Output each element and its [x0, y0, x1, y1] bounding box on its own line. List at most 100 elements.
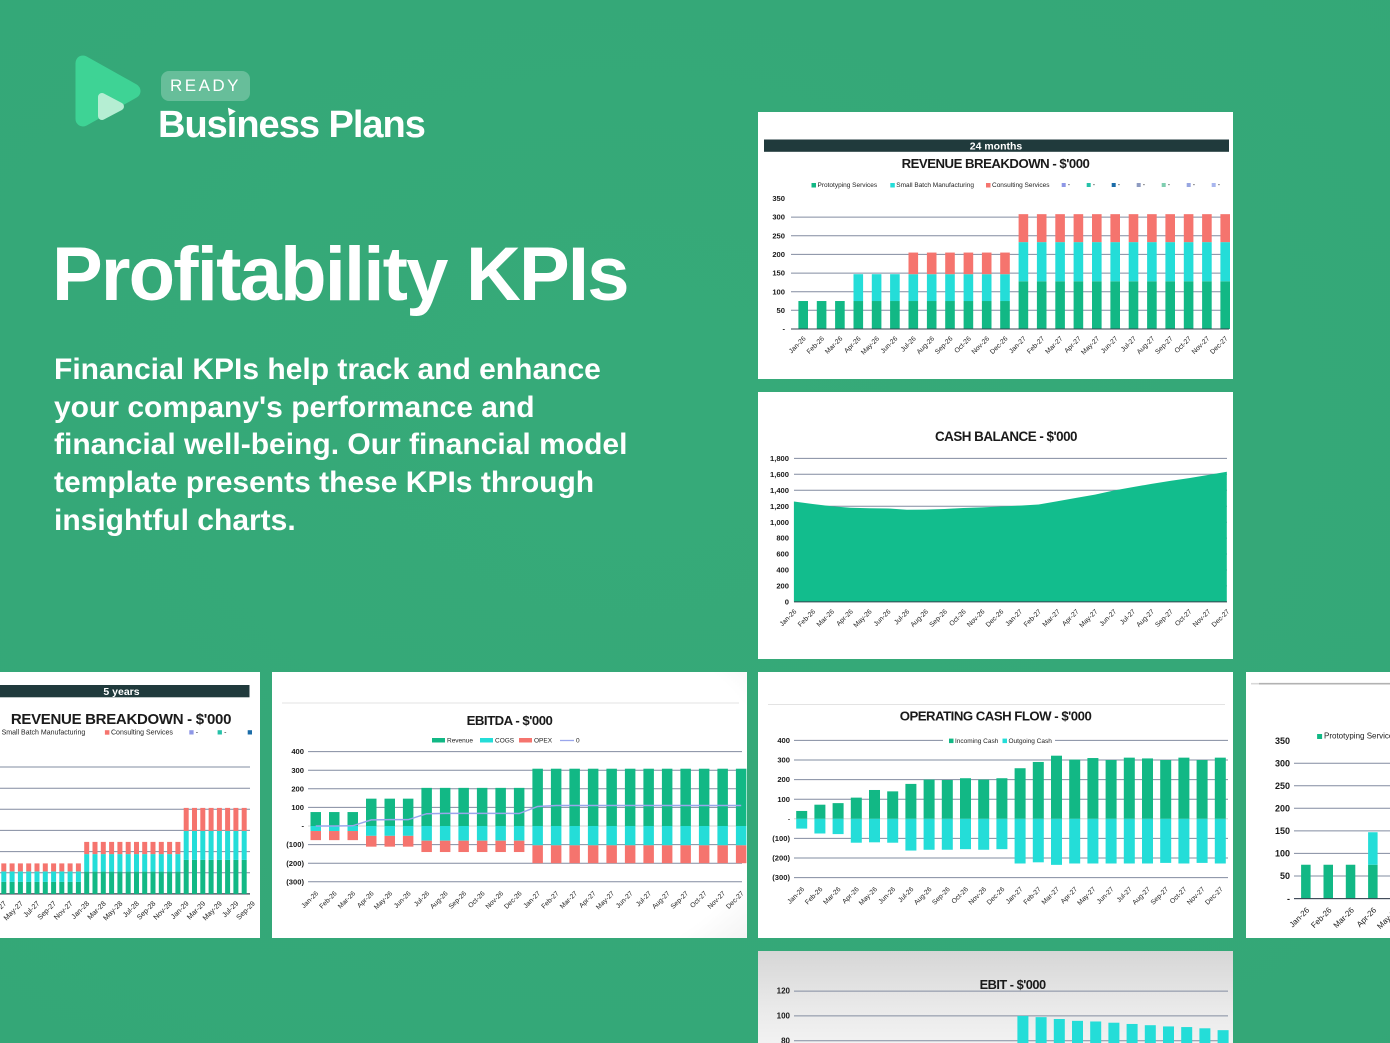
svg-text:Feb-27: Feb-27	[1026, 335, 1046, 355]
svg-text:Mar-26: Mar-26	[822, 886, 842, 906]
svg-text:Prototyping Services: Prototyping Services	[1324, 732, 1390, 741]
svg-text:5 years: 5 years	[103, 686, 139, 698]
svg-text:-: -	[224, 730, 227, 737]
svg-text:Small Batch Manufacturing: Small Batch Manufacturing	[2, 730, 86, 737]
svg-text:300: 300	[772, 213, 785, 222]
svg-text:200: 200	[1275, 804, 1290, 814]
svg-text:Jun-26: Jun-26	[877, 886, 897, 906]
svg-text:(200): (200)	[772, 854, 790, 863]
svg-text:Feb-27: Feb-27	[1023, 886, 1043, 906]
svg-text:Sep-26: Sep-26	[448, 890, 469, 911]
svg-text:0: 0	[785, 598, 789, 607]
svg-text:Jun-26: Jun-26	[873, 608, 893, 628]
svg-text:100: 100	[291, 803, 304, 812]
svg-text:-: -	[788, 817, 790, 823]
svg-text:Sep-27: Sep-27	[670, 890, 691, 911]
svg-text:Jan-27: Jan-27	[1004, 608, 1024, 628]
svg-text:OPERATING CASH FLOW - $'000: OPERATING CASH FLOW - $'000	[900, 709, 1092, 724]
svg-text:Feb-26: Feb-26	[318, 890, 338, 910]
svg-text:Nov-27: Nov-27	[52, 899, 75, 922]
svg-text:150: 150	[1275, 826, 1290, 836]
svg-text:Feb-27: Feb-27	[540, 890, 560, 910]
svg-text:Mar-26: Mar-26	[816, 608, 836, 628]
svg-text:OPEX: OPEX	[534, 738, 553, 745]
svg-text:150: 150	[772, 269, 785, 278]
svg-text:(300): (300)	[286, 877, 304, 886]
svg-text:Feb-27: Feb-27	[1023, 608, 1043, 628]
svg-text:May-27: May-27	[1078, 608, 1099, 629]
svg-text:1,400: 1,400	[770, 486, 789, 495]
svg-text:200: 200	[776, 582, 789, 591]
svg-text:Jun-26: Jun-26	[393, 890, 413, 910]
svg-text:Jan-27: Jan-27	[1005, 886, 1025, 906]
svg-text:Revenue: Revenue	[447, 738, 473, 745]
svg-text:-: -	[1287, 894, 1290, 904]
svg-text:Jan-27: Jan-27	[522, 890, 542, 910]
svg-text:Oct-26: Oct-26	[467, 890, 487, 910]
svg-text:-: -	[1118, 182, 1121, 189]
svg-text:Feb-26: Feb-26	[806, 335, 826, 355]
svg-text:24 months: 24 months	[970, 140, 1023, 152]
svg-text:Nov-26: Nov-26	[968, 886, 989, 907]
svg-text:(100): (100)	[286, 840, 304, 849]
svg-text:Nov-26: Nov-26	[485, 890, 506, 911]
svg-text:200: 200	[772, 250, 785, 259]
svg-text:350: 350	[772, 194, 785, 203]
svg-text:Sep-27: Sep-27	[1154, 335, 1175, 356]
svg-text:May-27: May-27	[595, 890, 616, 911]
svg-text:Dec-27: Dec-27	[1209, 335, 1230, 356]
svg-text:EBIT - $'000: EBIT - $'000	[980, 977, 1046, 992]
svg-text:Nov-27: Nov-27	[1191, 335, 1212, 356]
svg-text:Mar-27: Mar-27	[1041, 886, 1061, 906]
svg-text:Consulting Services: Consulting Services	[992, 182, 1050, 189]
svg-text:Small Batch Manufacturing: Small Batch Manufacturing	[896, 182, 974, 189]
svg-text:Oct-26: Oct-26	[951, 886, 971, 906]
svg-text:May-27: May-27	[1076, 886, 1097, 907]
svg-text:50: 50	[777, 306, 785, 315]
svg-text:400: 400	[291, 747, 304, 756]
svg-text:Aug-26: Aug-26	[916, 335, 937, 356]
svg-text:-: -	[1218, 182, 1221, 189]
svg-text:Jun-27: Jun-27	[1099, 608, 1119, 628]
svg-text:Nov-26: Nov-26	[966, 608, 987, 629]
svg-text:Consulting Services: Consulting Services	[111, 730, 173, 737]
svg-text:Nov-27: Nov-27	[1192, 608, 1213, 629]
svg-text:Nov-27: Nov-27	[707, 890, 728, 911]
svg-text:Mar-26: Mar-26	[1332, 905, 1357, 930]
svg-text:(100): (100)	[772, 834, 790, 843]
svg-text:Jun-27: Jun-27	[1096, 886, 1116, 906]
svg-text:Aug-27: Aug-27	[1131, 886, 1152, 907]
svg-text:Sep-27: Sep-27	[1150, 886, 1171, 907]
svg-text:100: 100	[777, 1012, 791, 1021]
svg-text:Dec-26: Dec-26	[985, 608, 1006, 629]
svg-text:-: -	[1168, 182, 1171, 189]
svg-text:Oct-27: Oct-27	[1174, 335, 1194, 355]
svg-text:Sep-29: Sep-29	[234, 899, 257, 922]
svg-text:May-27: May-27	[1080, 335, 1101, 356]
svg-text:-: -	[1093, 182, 1096, 189]
svg-text:Nov-26: Nov-26	[971, 335, 992, 356]
svg-text:Jun-26: Jun-26	[880, 335, 900, 355]
svg-text:800: 800	[776, 534, 789, 543]
svg-text:600: 600	[776, 550, 789, 559]
svg-text:Jun-27: Jun-27	[1100, 335, 1120, 355]
svg-text:(300): (300)	[772, 873, 790, 882]
svg-text:Feb-26: Feb-26	[1309, 905, 1334, 930]
svg-text:Mar-27: Mar-27	[1042, 608, 1062, 628]
svg-text:REVENUE BREAKDOWN - $'000: REVENUE BREAKDOWN - $'000	[11, 711, 231, 728]
svg-text:(200): (200)	[286, 859, 304, 868]
svg-text:May-26: May-26	[1375, 905, 1390, 931]
svg-text:-: -	[1193, 182, 1196, 189]
svg-text:300: 300	[1275, 758, 1290, 768]
svg-text:Dec-27: Dec-27	[1211, 608, 1232, 629]
svg-text:May-26: May-26	[853, 608, 874, 629]
svg-text:Jun-27: Jun-27	[615, 890, 635, 910]
svg-text:Aug-26: Aug-26	[910, 608, 931, 629]
svg-text:80: 80	[781, 1036, 790, 1043]
svg-text:50: 50	[1280, 871, 1290, 881]
svg-text:Mar-27: Mar-27	[1044, 335, 1064, 355]
svg-text:May-26: May-26	[860, 335, 881, 356]
svg-text:Aug-27: Aug-27	[1136, 335, 1157, 356]
svg-text:1,000: 1,000	[770, 518, 789, 527]
svg-text:Nov-27: Nov-27	[1186, 886, 1207, 907]
